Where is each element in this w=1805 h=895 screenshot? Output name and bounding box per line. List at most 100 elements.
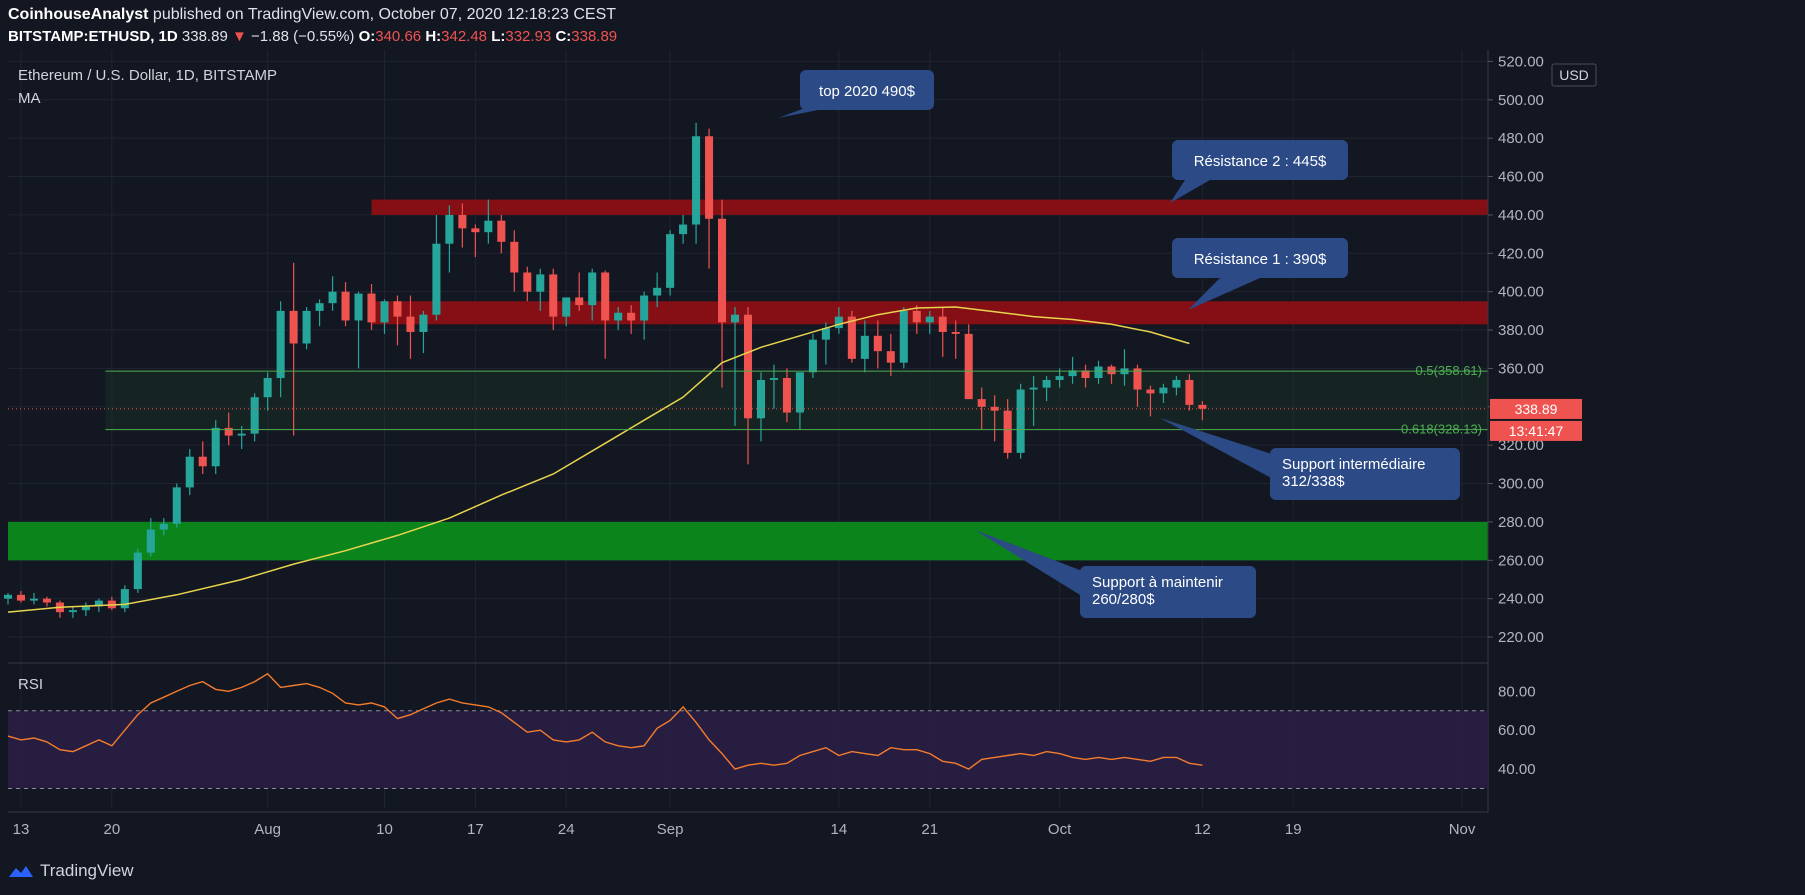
candle-body (653, 287, 662, 296)
candle-body (380, 301, 389, 323)
candle-body (977, 399, 986, 407)
candle-body (68, 610, 77, 613)
candle-body (211, 427, 220, 467)
candles (3, 122, 1207, 618)
low-label: L: (491, 28, 506, 45)
candle-body (990, 406, 999, 411)
currency-label: USD (1559, 67, 1589, 83)
publication-header: CoinhouseAnalyst published on TradingVie… (0, 0, 1805, 50)
close-value: 338.89 (571, 28, 618, 45)
candle-body (1198, 404, 1207, 409)
candle-body (1172, 379, 1181, 388)
price-tick-label: 460.00 (1498, 169, 1544, 186)
candle-body (1081, 370, 1090, 379)
candle-body (432, 243, 441, 315)
candle-body (146, 529, 155, 553)
callout-text: Support intermédiaire (1282, 456, 1425, 473)
tradingview-brand: TradingView (40, 861, 134, 880)
candle-body (302, 310, 311, 344)
candle-body (536, 274, 545, 292)
callout-text: 312/338$ (1282, 473, 1345, 490)
candle-body (523, 272, 532, 292)
fib-label: 0.5(358.61) (1416, 363, 1483, 378)
price-change: −1.88 (−0.55%) (251, 28, 355, 45)
time-tick-label: 14 (831, 821, 848, 838)
price-tick-label: 480.00 (1498, 130, 1544, 147)
axes: 220.00240.00260.00280.00300.00320.00340.… (8, 48, 1597, 838)
candle-body (419, 314, 428, 332)
callout-res2: Résistance 2 : 445$ (1170, 140, 1348, 203)
callout-pointer (1188, 278, 1260, 310)
price-tick-label: 380.00 (1498, 322, 1544, 339)
candle-body (1146, 389, 1155, 394)
candle-body (951, 331, 960, 334)
time-tick-label: Nov (1449, 821, 1476, 838)
candle-body (81, 606, 90, 611)
callout-res1: Résistance 1 : 390$ (1172, 238, 1348, 310)
time-tick-label: Sep (657, 821, 684, 838)
candle-body (886, 351, 895, 363)
candle-body (1029, 387, 1038, 390)
down-arrow-icon: ▼ (231, 28, 247, 45)
rsi-band (8, 710, 1488, 789)
candle-body (172, 487, 181, 524)
candle-body (484, 220, 493, 233)
candle-body (925, 316, 934, 323)
rsi-legend: RSI (18, 676, 43, 693)
candle-body (237, 433, 246, 436)
candle-body (666, 234, 675, 288)
rsi-tick-label: 40.00 (1498, 761, 1536, 778)
candle-body (250, 397, 259, 434)
candle-body (847, 316, 856, 359)
candle-body (692, 136, 701, 225)
high-label: H: (425, 28, 442, 45)
time-tick-label: 12 (1194, 821, 1211, 838)
time-tick-label: 17 (467, 821, 484, 838)
author-name[interactable]: CoinhouseAnalyst (8, 6, 149, 23)
callout-box (1080, 566, 1256, 618)
candle-body (1055, 376, 1064, 380)
candle-body (354, 293, 363, 321)
candle-body (276, 310, 285, 379)
candle-body (198, 456, 207, 467)
candle-body (899, 310, 908, 363)
candle-body (743, 314, 753, 419)
callout-pointer (778, 108, 828, 118)
callout-box (800, 70, 934, 110)
symbol-name: BITSTAMP:ETHUSD, 1D (8, 28, 178, 45)
candle-body (42, 598, 51, 603)
candle-body (718, 218, 727, 323)
chart-legend-title: Ethereum / U.S. Dollar, 1D, BITSTAMP (18, 67, 277, 84)
candle-body (769, 378, 778, 380)
price-tick-label: 440.00 (1498, 207, 1544, 224)
price-tick-label: 320.00 (1498, 437, 1544, 454)
candle-body (1003, 410, 1012, 453)
candle-body (782, 378, 791, 413)
zone-resistance (371, 199, 1488, 215)
candle-body (821, 328, 830, 340)
countdown-tag-text: 13:41:47 (1509, 423, 1564, 439)
currency-badge (1551, 63, 1597, 87)
last-price-tag-text: 338.89 (1515, 401, 1558, 417)
rsi-line (7, 672, 1203, 770)
callout-text: Résistance 2 : 445$ (1194, 153, 1327, 170)
candle-body (1107, 366, 1116, 375)
candle-body (627, 312, 636, 321)
ma-line (7, 306, 1190, 613)
countdown-tag (1490, 420, 1582, 441)
open-value: 340.66 (375, 28, 422, 45)
rsi-pane: RSI 40.00 60.00 80.00 (7, 672, 1536, 790)
price-tick-label: 300.00 (1498, 476, 1544, 493)
candle-body (263, 378, 272, 398)
time-tick-label: 24 (558, 821, 575, 838)
callout-box (1172, 140, 1348, 180)
published-text: published on TradingView.com, October 07… (152, 6, 617, 23)
candle-body (1016, 389, 1025, 453)
time-tick-label: 19 (1285, 821, 1302, 838)
tradingview-logo[interactable]: TradingView (8, 861, 134, 881)
candle-body (834, 316, 843, 329)
candle-body (185, 456, 194, 488)
callout-box (1270, 448, 1460, 500)
candle-body (497, 220, 506, 242)
close-label: C: (555, 28, 572, 45)
